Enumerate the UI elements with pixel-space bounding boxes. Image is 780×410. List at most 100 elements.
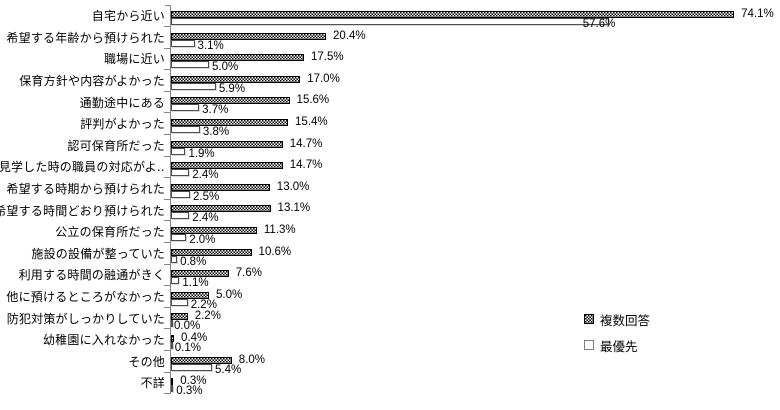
top-priority-bar (171, 320, 173, 328)
category-label: 他に預けるところがなかった (6, 290, 165, 305)
top-priority-bar (171, 341, 173, 349)
category-label: 施設の設備が整っていた (31, 246, 165, 261)
category-row: 不詳 0.3% 0.3% (141, 372, 777, 397)
multiple-answer-value: 11.3% (263, 223, 296, 236)
category-row: 評判がよかった 15.4% 3.8% (80, 113, 777, 138)
multiple-answer-bar (171, 183, 270, 191)
multiple-answer-value: 0.4% (181, 331, 208, 344)
category-label: 希望する時間どおり預けられた (0, 203, 165, 218)
multiple-answer-bar (171, 54, 304, 62)
top-priority-value: 5.9% (218, 82, 246, 95)
category-label: 防犯対策がしっかりしていた (6, 311, 165, 326)
top-priority-value: 3.7% (202, 104, 229, 117)
category-row: 他に預けるところがなかった 5.0% 2.2% (6, 286, 777, 311)
multiple-answer-bar (171, 205, 271, 213)
multiple-answer-bar (171, 270, 229, 278)
category-label: 見学した時の職員の対応がよ‥ (0, 160, 165, 175)
category-label: その他 (128, 354, 165, 369)
category-row: 利用する時間の融通がきく 7.6% 1.1% (19, 264, 777, 289)
multiple-answer-value: 17.5% (311, 51, 344, 64)
category-row: 公立の保育所だった 11.3% 2.0% (55, 221, 777, 246)
multiple-answer-value: 2.2% (194, 310, 221, 323)
category-label: 職場に近い (103, 52, 165, 67)
top-priority-value: 0.3% (176, 385, 203, 398)
multiple-answer-value: 15.4% (295, 115, 328, 128)
checker-swatch-icon (584, 314, 594, 324)
multiple-answer-value: 0.3% (180, 375, 207, 388)
category-row: 認可保育所だった 14.7% 1.9% (67, 135, 777, 160)
category-label: 公立の保育所だった (55, 225, 165, 240)
legend-label-multiple: 複数回答 (600, 313, 651, 328)
multiple-answer-bar (171, 313, 188, 321)
multiple-answer-value: 20.4% (333, 29, 366, 42)
top-priority-value: 5.0% (212, 61, 239, 74)
multiple-answer-value: 15.6% (296, 94, 330, 107)
category-label: 保育方針や内容がよかった (19, 74, 165, 89)
legend-item-priority: 最優先 (584, 332, 650, 358)
multiple-answer-value: 13.0% (276, 180, 310, 193)
top-priority-value: 57.6% (582, 18, 616, 30)
top-priority-bar (171, 298, 188, 306)
category-row: 防犯対策がしっかりしていた 2.2% 0.0% (7, 307, 777, 332)
top-priority-bar (171, 255, 178, 263)
category-row: 見学した時の職員の対応がよ‥ 14.7% 2.4% (0, 156, 777, 181)
top-priority-bar (171, 277, 180, 285)
top-priority-value: 0.8% (180, 255, 207, 268)
category-row: 職場に近い 17.5% 5.0% (104, 48, 777, 73)
category-label: 自宅から近い (91, 9, 165, 24)
top-priority-value: 2.5% (193, 190, 220, 203)
top-priority-value: 3.1% (197, 39, 224, 52)
top-priority-bar (171, 125, 200, 133)
top-priority-value: 0.1% (174, 341, 201, 354)
category-row: 自宅から近い 74.1% 57.6% (92, 5, 777, 30)
category-row: 施設の設備が整っていた 10.6% 0.8% (31, 243, 777, 268)
category-row: その他 8.0% 5.4% (128, 351, 777, 376)
multiple-answer-bar (171, 248, 252, 256)
multiple-answer-value: 74.1% (741, 8, 774, 20)
multiple-answer-bar (171, 162, 283, 170)
top-priority-value: 2.2% (190, 298, 217, 311)
top-priority-bar (171, 190, 190, 198)
multiple-answer-bar (171, 291, 209, 299)
top-priority-value: 2.4% (192, 212, 219, 225)
top-priority-value: 5.4% (215, 363, 242, 376)
legend: 複数回答 最優先 (584, 306, 650, 358)
multiple-answer-value: 8.0% (238, 353, 266, 366)
category-row: 保育方針や内容がよかった 17.0% 5.9% (19, 70, 777, 95)
multiple-answer-value: 14.7% (289, 159, 323, 172)
top-priority-bar (171, 61, 209, 69)
top-priority-bar (171, 147, 186, 155)
top-priority-bar (171, 18, 609, 25)
legend-item-multiple: 複数回答 (584, 306, 650, 332)
legend-label-priority: 最優先 (600, 339, 638, 354)
top-priority-value: 0.0% (174, 320, 201, 333)
multiple-answer-bar (171, 32, 327, 40)
top-priority-value: 2.0% (189, 233, 216, 246)
white-swatch-icon (584, 340, 594, 350)
multiple-answer-bar (171, 226, 257, 234)
category-label: 幼稚園に入れなかった (42, 333, 165, 348)
category-label: 通勤途中にある (79, 95, 165, 110)
multiple-answer-bar (171, 378, 174, 386)
category-row: 希望する時間どおり預けられた 13.1% 2.4% (0, 199, 777, 224)
multiple-answer-bar (171, 75, 301, 83)
multiple-answer-value: 7.6% (235, 267, 262, 280)
top-priority-bar (171, 104, 200, 112)
category-row: 幼稚園に入れなかった 0.4% 0.1% (43, 329, 777, 354)
multiple-answer-value: 10.6% (258, 245, 292, 258)
category-label: 利用する時間の融通がきく (18, 268, 165, 283)
category-label: 不詳 (140, 376, 165, 391)
top-priority-bar (171, 212, 190, 220)
category-label: 評判がよかった (80, 117, 165, 132)
multiple-answer-bar (171, 11, 735, 18)
top-priority-value: 1.9% (188, 147, 215, 160)
category-label: 希望する年齢から預けられた (6, 30, 165, 45)
top-priority-bar (171, 82, 216, 90)
multiple-answer-bar (171, 97, 290, 105)
category-label: 希望する時期から預けられた (6, 182, 165, 197)
category-row: 通勤途中にある 15.6% 3.7% (80, 91, 777, 116)
top-priority-bar (171, 39, 195, 47)
category-row: 希望する年齢から預けられた 20.4% 3.1% (6, 27, 777, 52)
multiple-answer-value: 17.0% (307, 72, 340, 85)
